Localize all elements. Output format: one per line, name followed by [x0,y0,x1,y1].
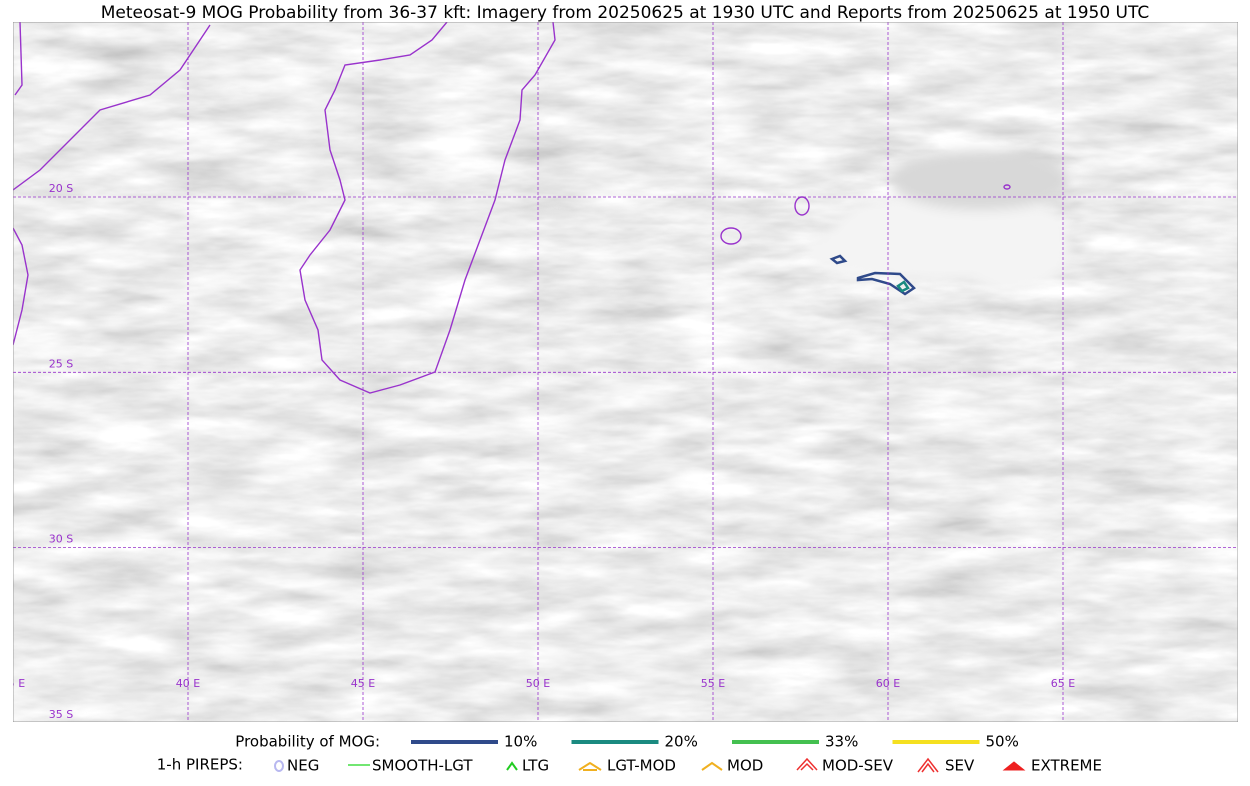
mog-label: 20% [665,733,698,751]
lon-label: 60 E [876,677,900,690]
pirep-label: SMOOTH-LGT [372,757,473,775]
lon-label: 55 E [701,677,725,690]
pirep-label: MOD-SEV [822,757,894,775]
pirep-label: EXTREME [1031,757,1102,775]
icon-extreme [1002,761,1026,771]
icon-mod-sev [796,757,818,771]
lon-label: 40 E [176,677,200,690]
icon-sev [917,757,939,773]
pirep-label: MOD [727,757,763,775]
lon-label: 35 E [1,677,25,690]
lon-label: 45 E [351,677,375,690]
graticule: 35 E 40 E 45 E 50 E 55 E 60 E 65 E 20 S 25 S 30 S… [1,22,1238,722]
pirep-label: LTG [522,757,549,775]
lon-label: 50 E [526,677,550,690]
icon-mod [701,761,723,771]
icon-ltg [506,761,518,771]
mog-label: 33% [825,733,858,751]
pirep-label: LGT-MOD [607,757,676,775]
coastlines [13,22,1011,394]
map: 35 E 40 E 45 E 50 E 55 E 60 E 65 E 20 S 25 S 30 S… [1,22,1238,722]
icon-neg [274,760,284,772]
lat-label: 30 S [49,533,73,546]
mog-contours [829,254,916,296]
mog-label: 10% [504,733,537,751]
mog-legend-title: Probability of MOG: [235,733,380,751]
pirep-label: NEG [287,757,319,775]
pirep-legend-title: 1-h PIREPS: [157,756,243,774]
pirep-label: SEV [945,757,975,775]
lon-label: 65 E [1051,677,1075,690]
legend: Probability of MOG: 10% 20% 33% 50% 1-h PIREP… [157,733,1102,775]
icon-lgt-mod [578,761,602,771]
lat-label: 35 S [49,708,73,721]
title: Meteosat-9 MOG Probability from 36-37 kf… [101,3,1150,23]
mog-label: 50% [986,733,1019,751]
lat-label: 20 S [49,182,73,195]
cloud-cluster [810,150,1070,290]
lat-label: 25 S [49,357,73,370]
